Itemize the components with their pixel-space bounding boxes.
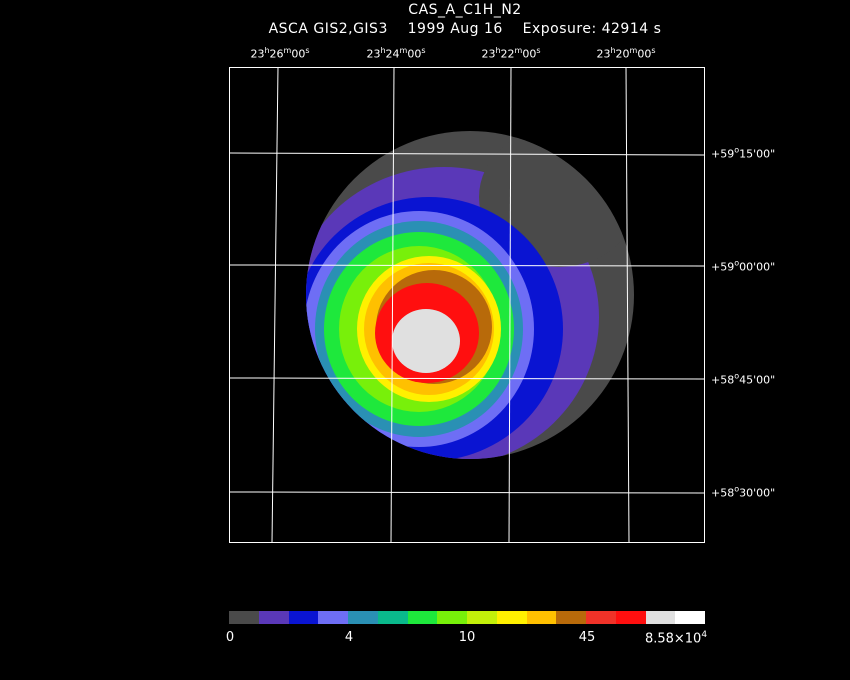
colorbar-label-45: 45: [578, 630, 596, 645]
object-title: CAS_A_C1H_N2: [408, 2, 522, 18]
dec-label-3: +58o45'00": [711, 371, 776, 387]
colorbar-swatch-12: [586, 611, 616, 624]
colorbar-label-10: 10: [458, 630, 476, 645]
colorbar-swatch-0: [229, 611, 259, 624]
colorbar-swatch-13: [615, 611, 646, 624]
xray-intensity-map: [229, 67, 705, 543]
dec-label-2: +59o00'00": [711, 258, 776, 274]
observation-subtitle: ASCA GIS2,GIS3 1999 Aug 16 Exposure: 429…: [268, 21, 662, 37]
colorbar-label-max: 8.58×104: [644, 630, 708, 647]
ra-gridline-1: [271, 67, 279, 543]
dec-gridline-2: [229, 264, 705, 267]
map-frame: [229, 67, 705, 543]
dec-label-1: +59o15'00": [711, 145, 776, 161]
colorbar-swatch-7: [437, 611, 467, 624]
ra-label-4: 23h20m00s: [596, 46, 656, 61]
colorbar-swatch-8: [467, 611, 497, 624]
coordinate-grid: [229, 67, 705, 543]
colorbar-swatch-5: [377, 611, 408, 624]
colorbar-swatch-15: [675, 611, 705, 624]
colorbar-swatch-1: [258, 611, 289, 624]
colorbar-swatch-10: [526, 611, 557, 624]
dec-label-4: +58o30'00": [711, 484, 776, 500]
colorbar: [229, 611, 705, 624]
ra-gridline-2: [390, 67, 395, 543]
colorbar-swatch-11: [556, 611, 586, 624]
colorbar-swatch-14: [645, 611, 676, 624]
colorbar-swatch-2: [288, 611, 319, 624]
ra-label-3: 23h22m00s: [481, 46, 541, 61]
colorbar-swatch-4: [348, 611, 378, 624]
colorbar-label-4: 4: [344, 630, 354, 645]
ra-label-1: 23h26m00s: [250, 46, 310, 61]
dec-gridline-3: [229, 377, 705, 380]
ra-gridline-4: [625, 67, 630, 543]
colorbar-swatch-9: [496, 611, 527, 624]
colorbar-swatch-6: [407, 611, 438, 624]
dec-gridline-1: [229, 152, 705, 156]
dec-gridline-4: [229, 491, 705, 494]
colorbar-swatch-3: [318, 611, 348, 624]
ra-label-2: 23h24m00s: [366, 46, 426, 61]
ra-gridline-3: [508, 67, 512, 543]
bright-core: [392, 309, 460, 373]
colorbar-label-0: 0: [225, 630, 235, 645]
